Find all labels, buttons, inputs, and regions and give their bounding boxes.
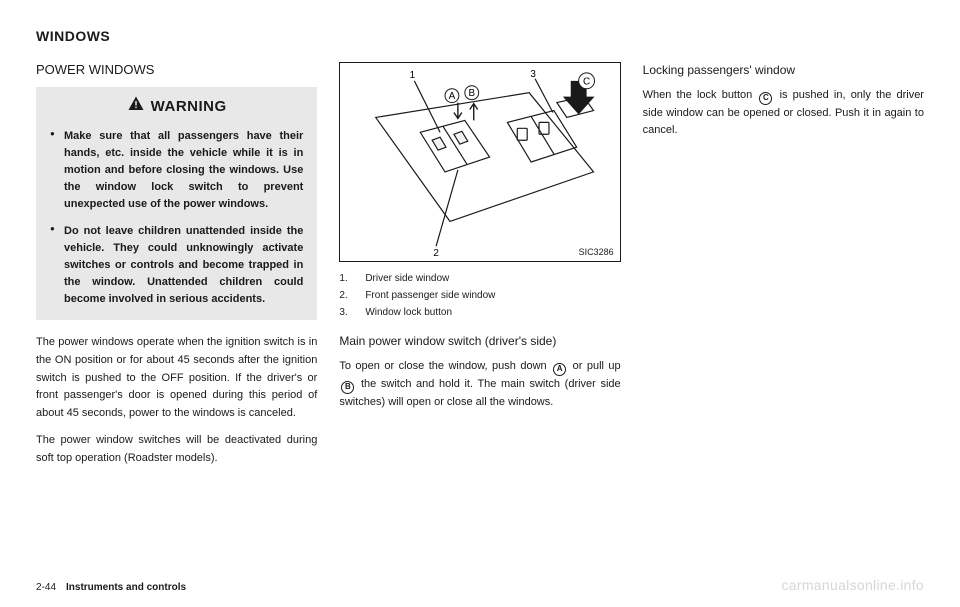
svg-text:C: C — [583, 76, 590, 87]
label-b-icon: B — [341, 381, 354, 394]
column-1: POWER WINDOWS WARNING Make sure that all… — [36, 62, 317, 478]
watermark: carmanualsonline.info — [782, 577, 925, 593]
page-number: 2-44 — [36, 582, 56, 593]
warning-triangle-icon — [127, 95, 145, 118]
warning-header: WARNING — [46, 95, 307, 118]
warning-title: WARNING — [151, 98, 227, 115]
content-columns: POWER WINDOWS WARNING Make sure that all… — [36, 62, 924, 478]
warning-item: Do not leave children unattended inside … — [50, 223, 303, 308]
callout-item: 1. Driver side window — [339, 270, 620, 287]
body-paragraph: The power window switches will be deacti… — [36, 432, 317, 467]
label-a-icon: A — [553, 363, 566, 376]
chapter-name: Instruments and controls — [66, 582, 186, 593]
power-window-switch-figure: A B C 1 2 3 SIC3286 — [339, 62, 620, 262]
text-fragment: When the lock button — [643, 89, 758, 101]
callout-number: 2. — [339, 287, 351, 304]
body-paragraph: To open or close the window, push down A… — [339, 358, 620, 411]
locking-window-heading: Locking passengers' window — [643, 62, 924, 79]
svg-text:B: B — [469, 88, 476, 99]
svg-text:2: 2 — [434, 248, 440, 259]
body-paragraph: The power windows operate when the ignit… — [36, 334, 317, 422]
svg-text:1: 1 — [410, 70, 416, 81]
section-title: WINDOWS — [36, 28, 924, 44]
callout-number: 1. — [339, 270, 351, 287]
callout-text: Window lock button — [365, 304, 452, 321]
power-windows-heading: POWER WINDOWS — [36, 62, 317, 77]
page-label: 2-44 Instruments and controls — [36, 582, 186, 593]
callout-item: 2. Front passenger side window — [339, 287, 620, 304]
text-fragment: To open or close the window, push down — [339, 360, 551, 372]
main-switch-heading: Main power window switch (driver's side) — [339, 333, 620, 350]
svg-text:A: A — [449, 91, 456, 102]
figure-callout-list: 1. Driver side window 2. Front passenger s… — [339, 270, 620, 321]
column-3: Locking passengers' window When the lock… — [643, 62, 924, 478]
text-fragment: or pull up — [568, 360, 621, 372]
page-footer: 2-44 Instruments and controls carmanuals… — [36, 577, 924, 593]
callout-text: Front passenger side window — [365, 287, 495, 304]
column-2: A B C 1 2 3 SIC3286 1. Driver side window… — [339, 62, 620, 478]
callout-number: 3. — [339, 304, 351, 321]
callout-item: 3. Window lock button — [339, 304, 620, 321]
text-fragment: the switch and hold it. The main switch … — [339, 378, 620, 408]
warning-list: Make sure that all passengers have their… — [46, 128, 307, 308]
label-c-icon: C — [759, 92, 772, 105]
callout-text: Driver side window — [365, 270, 449, 287]
body-paragraph: When the lock button C is pushed in, onl… — [643, 87, 924, 140]
figure-code: SIC3286 — [579, 247, 614, 257]
svg-text:3: 3 — [531, 69, 537, 80]
warning-item: Make sure that all passengers have their… — [50, 128, 303, 213]
warning-box: WARNING Make sure that all passengers ha… — [36, 87, 317, 320]
